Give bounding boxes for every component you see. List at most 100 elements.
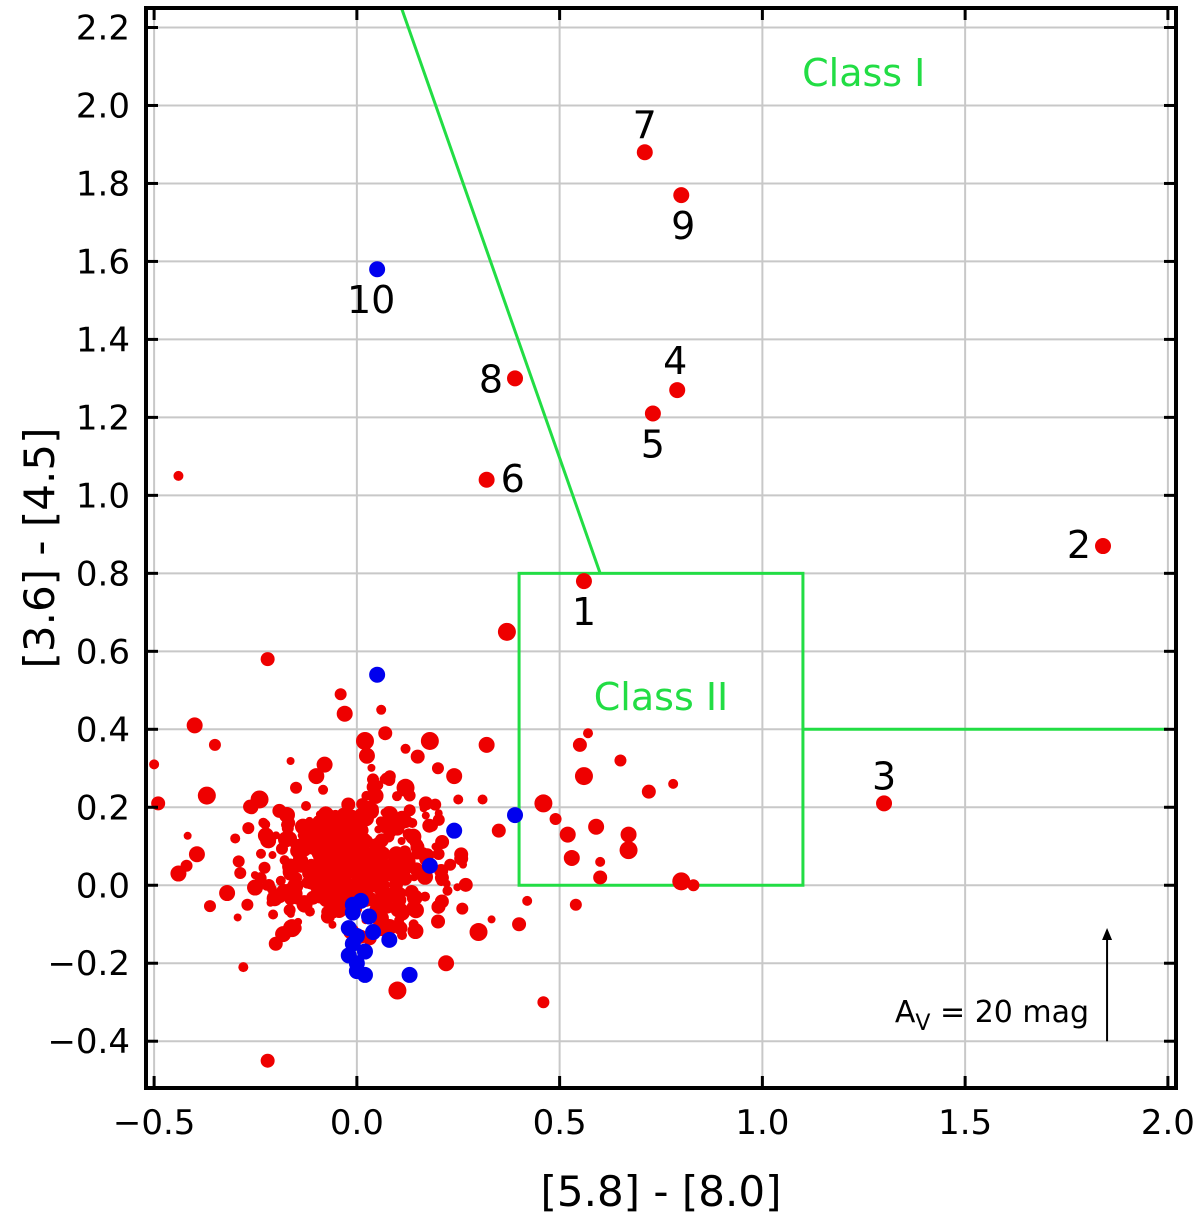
red-point bbox=[382, 806, 393, 817]
red-point bbox=[241, 898, 254, 911]
red-point bbox=[458, 877, 473, 892]
red-point bbox=[593, 870, 608, 885]
red-point bbox=[149, 759, 160, 770]
reddening-arrowhead bbox=[1102, 928, 1113, 941]
blue-point bbox=[507, 807, 524, 824]
y-tick-label: 2.0 bbox=[76, 86, 130, 126]
red-point bbox=[522, 895, 533, 906]
labeled-point bbox=[876, 795, 893, 812]
red-point bbox=[268, 909, 279, 920]
red-point bbox=[354, 880, 363, 889]
x-tick-label: 2.0 bbox=[1141, 1103, 1195, 1143]
ticks: −0.5 0.0 0.5 1.0 1.5 2.0 −0.4 −0.2 0.0 0.2 0.4 0.6 0… bbox=[47, 8, 1195, 1143]
labeled-point bbox=[507, 370, 524, 387]
red-point bbox=[292, 854, 307, 869]
labeled-point bbox=[1095, 538, 1112, 555]
red-point bbox=[341, 797, 356, 812]
red-point bbox=[186, 717, 203, 734]
red-point bbox=[335, 831, 352, 848]
red-point bbox=[349, 860, 366, 877]
red-point bbox=[299, 837, 308, 846]
red-point bbox=[279, 855, 290, 866]
red-point bbox=[345, 827, 354, 836]
red-point bbox=[370, 860, 379, 869]
red-point bbox=[188, 846, 205, 863]
red-point bbox=[396, 856, 407, 867]
red-point bbox=[563, 849, 580, 866]
red-point bbox=[432, 848, 445, 861]
red-point bbox=[203, 900, 216, 913]
reddening-vector: AV = 20 mag bbox=[895, 928, 1113, 1042]
y-tick-label: 0.8 bbox=[76, 554, 130, 594]
red-point bbox=[272, 889, 287, 904]
red-point bbox=[258, 817, 269, 828]
red-point bbox=[255, 848, 266, 859]
red-point bbox=[403, 789, 416, 802]
red-point bbox=[641, 784, 656, 799]
red-point bbox=[398, 845, 411, 858]
red-point bbox=[197, 786, 216, 805]
red-point bbox=[283, 831, 298, 846]
blue-point bbox=[361, 908, 378, 925]
point-label: 1 bbox=[572, 590, 596, 634]
red-point bbox=[173, 470, 184, 481]
red-point bbox=[438, 955, 455, 972]
red-point bbox=[262, 878, 275, 891]
red-point bbox=[431, 914, 446, 929]
red-point bbox=[407, 923, 424, 940]
red-point bbox=[453, 883, 462, 892]
red-point bbox=[314, 889, 325, 900]
red-point bbox=[319, 854, 330, 865]
red-point bbox=[325, 871, 338, 884]
red-point bbox=[369, 837, 386, 854]
labeled-point bbox=[644, 405, 661, 422]
red-point bbox=[491, 823, 506, 838]
x-tick-label: 1.5 bbox=[938, 1103, 992, 1143]
red-points bbox=[149, 470, 700, 1068]
red-point bbox=[300, 824, 309, 833]
y-tick-label: 0.4 bbox=[76, 710, 130, 750]
labeled-points: 1 2 3 4 5 6 7 8 9 10 bbox=[347, 103, 1112, 812]
blue-point bbox=[446, 822, 463, 839]
red-point bbox=[355, 731, 374, 750]
labeled-point bbox=[478, 471, 495, 488]
red-point bbox=[358, 833, 367, 842]
red-point bbox=[420, 891, 431, 902]
red-point bbox=[317, 806, 334, 823]
red-point bbox=[434, 894, 449, 909]
red-point bbox=[291, 894, 302, 905]
red-point bbox=[305, 816, 314, 825]
point-label: 6 bbox=[501, 457, 525, 501]
red-point bbox=[243, 799, 258, 814]
blue-point bbox=[340, 947, 357, 964]
y-tick-label: 2.2 bbox=[76, 8, 130, 48]
blue-points bbox=[340, 666, 524, 983]
red-point bbox=[407, 817, 418, 828]
y-tick-label: 0.6 bbox=[76, 632, 130, 672]
red-point bbox=[446, 768, 463, 785]
labeled-point bbox=[369, 261, 386, 278]
red-point bbox=[537, 996, 550, 1009]
y-tick-label: 1.6 bbox=[76, 242, 130, 282]
red-point bbox=[402, 828, 415, 841]
red-point bbox=[378, 726, 393, 741]
red-point bbox=[183, 831, 192, 840]
red-point bbox=[367, 787, 384, 804]
point-label: 9 bbox=[671, 204, 695, 248]
red-point bbox=[672, 872, 691, 891]
labeled-point bbox=[636, 144, 653, 161]
red-point bbox=[258, 861, 271, 874]
red-point bbox=[487, 915, 496, 924]
red-point bbox=[333, 883, 342, 892]
red-point bbox=[330, 910, 339, 919]
blue-point bbox=[356, 943, 373, 960]
y-tick-label: 1.8 bbox=[76, 164, 130, 204]
red-point bbox=[418, 847, 429, 858]
red-point bbox=[312, 835, 327, 850]
red-point bbox=[583, 728, 594, 739]
y-tick-label: −0.4 bbox=[47, 1022, 130, 1062]
red-point bbox=[346, 845, 357, 856]
red-point bbox=[456, 902, 469, 915]
red-point bbox=[365, 886, 374, 895]
red-point bbox=[431, 762, 444, 775]
